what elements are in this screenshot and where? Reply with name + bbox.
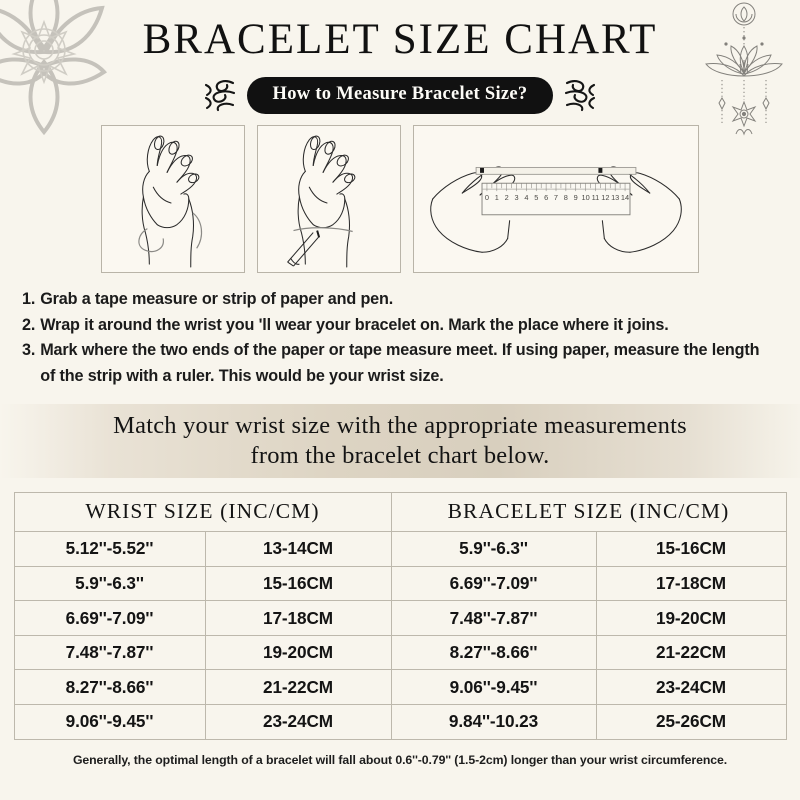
subtitle-row: How to Measure Bracelet Size? — [0, 75, 800, 115]
optimal-length-note: Generally, the optimal length of a brace… — [72, 752, 728, 767]
measurement-steps: 1. Grab a tape measure or strip of paper… — [0, 287, 800, 389]
ruler-tick-label: 13 — [611, 193, 619, 202]
cell-bracelet-cm: 21-22CM — [595, 634, 787, 671]
ruler-tick-label: 11 — [592, 193, 600, 202]
cell-bracelet-cm: 17-18CM — [595, 565, 787, 602]
swirl-flourish-right-icon — [565, 80, 596, 112]
cell-bracelet-inch: 9.84''-10.23 — [390, 704, 597, 740]
table-row: 9.06''-9.45'' 23-24CM 9.84''-10.23 25-26… — [13, 704, 787, 740]
match-size-banner: Match your wrist size with the appropria… — [0, 404, 800, 479]
cell-wrist-inch: 9.06''-9.45'' — [13, 704, 206, 740]
illustration-hand-marking-wrist-with-pen — [257, 125, 401, 274]
cell-bracelet-inch: 8.27''-8.66'' — [390, 634, 597, 671]
ruler-tick-label: 3 — [514, 193, 518, 202]
swirl-flourish-left-icon — [204, 80, 235, 112]
ruler-tick-label: 5 — [534, 193, 538, 202]
column-header-bracelet-size: BRACELET SIZE (INC/CM) — [390, 492, 787, 533]
cell-bracelet-inch: 7.48''-7.87'' — [390, 600, 597, 636]
step-number: 1. — [22, 290, 36, 309]
cell-bracelet-cm: 15-16CM — [595, 531, 787, 567]
bracelet-size-table: WRIST SIZE (INC/CM) BRACELET SIZE (INC/C… — [13, 492, 787, 740]
table-body: 5.12''-5.52'' 13-14CM 5.9''-6.3'' 15-16C… — [13, 531, 787, 740]
ruler-tick-label: 7 — [554, 193, 558, 202]
cell-bracelet-cm: 23-24CM — [595, 669, 787, 706]
ruler-tick-label: 4 — [524, 193, 528, 202]
table-row: 5.9''-6.3'' 15-16CM 6.69''-7.09'' 17-18C… — [13, 565, 787, 602]
cell-wrist-cm: 13-14CM — [204, 531, 392, 567]
cell-bracelet-cm: 19-20CM — [595, 600, 787, 636]
cell-bracelet-cm: 25-26CM — [595, 704, 787, 740]
page-title: BRACELET SIZE CHART — [142, 16, 658, 63]
banner-text: Match your wrist size with the appropria… — [83, 411, 717, 471]
table-row: 5.12''-5.52'' 13-14CM 5.9''-6.3'' 15-16C… — [13, 531, 787, 567]
cell-wrist-cm: 21-22CM — [204, 669, 392, 706]
cell-bracelet-inch: 9.06''-9.45'' — [390, 669, 597, 706]
cell-wrist-inch: 6.69''-7.09'' — [13, 600, 206, 636]
step-number: 3. — [22, 341, 36, 360]
column-header-wrist-size: WRIST SIZE (INC/CM) — [13, 492, 392, 533]
size-table-wrapper: WRIST SIZE (INC/CM) BRACELET SIZE (INC/C… — [0, 478, 800, 740]
cell-wrist-cm: 23-24CM — [204, 704, 392, 740]
ruler-tick-label: 2 — [505, 193, 509, 202]
list-item: 1. Grab a tape measure or strip of paper… — [22, 287, 774, 312]
table-row: 7.48''-7.87'' 19-20CM 8.27''-8.66'' 21-2… — [13, 634, 787, 671]
list-item: 2. Wrap it around the wrist you 'll wear… — [22, 313, 774, 338]
cell-wrist-inch: 5.9''-6.3'' — [13, 565, 206, 602]
table-row: 6.69''-7.09'' 17-18CM 7.48''-7.87'' 19-2… — [13, 600, 787, 636]
cell-wrist-cm: 17-18CM — [204, 600, 392, 636]
ruler-tick-label: 0 — [485, 193, 489, 202]
step-number: 2. — [22, 315, 36, 334]
banner-line-1: Match your wrist size with the appropria… — [113, 412, 687, 440]
cell-wrist-cm: 19-20CM — [204, 634, 392, 671]
ruler-tick-label: 14 — [621, 193, 629, 202]
cell-wrist-inch: 5.12''-5.52'' — [13, 531, 206, 567]
cell-wrist-cm: 15-16CM — [204, 565, 392, 602]
ruler-ticks — [486, 183, 626, 192]
how-to-measure-badge: How to Measure Bracelet Size? — [246, 76, 554, 114]
ruler-tick-label: 6 — [544, 193, 548, 202]
banner-line-2: from the bracelet chart below. — [250, 442, 550, 470]
table-header-row: WRIST SIZE (INC/CM) BRACELET SIZE (INC/C… — [13, 492, 787, 533]
cell-bracelet-inch: 5.9''-6.3'' — [390, 531, 597, 567]
illustration-hands-measuring-strip-with-ruler: 0 1 2 3 4 5 6 7 8 9 10 11 12 13 14 — [413, 125, 699, 274]
cell-wrist-inch: 8.27''-8.66'' — [13, 669, 206, 706]
ruler-tick-label: 1 — [495, 193, 499, 202]
table-row: 8.27''-8.66'' 21-22CM 9.06''-9.45'' 23-2… — [13, 669, 787, 706]
step-text: Wrap it around the wrist you 'll wear yo… — [40, 315, 669, 334]
step-text: Mark where the two ends of the paper or … — [40, 341, 760, 385]
cell-wrist-inch: 7.48''-7.87'' — [13, 634, 206, 671]
illustration-hand-with-tape-around-wrist — [101, 125, 245, 274]
list-item: 3. Mark where the two ends of the paper … — [22, 338, 774, 389]
ruler-tick-label: 10 — [581, 193, 589, 202]
cell-bracelet-inch: 6.69''-7.09'' — [390, 565, 597, 602]
illustration-panels: 0 1 2 3 4 5 6 7 8 9 10 11 12 13 14 — [0, 125, 800, 274]
ruler-tick-label: 8 — [564, 193, 568, 202]
ruler-tick-label: 9 — [574, 193, 578, 202]
ruler-tick-label: 12 — [601, 193, 609, 202]
step-text: Grab a tape measure or strip of paper an… — [40, 290, 394, 309]
